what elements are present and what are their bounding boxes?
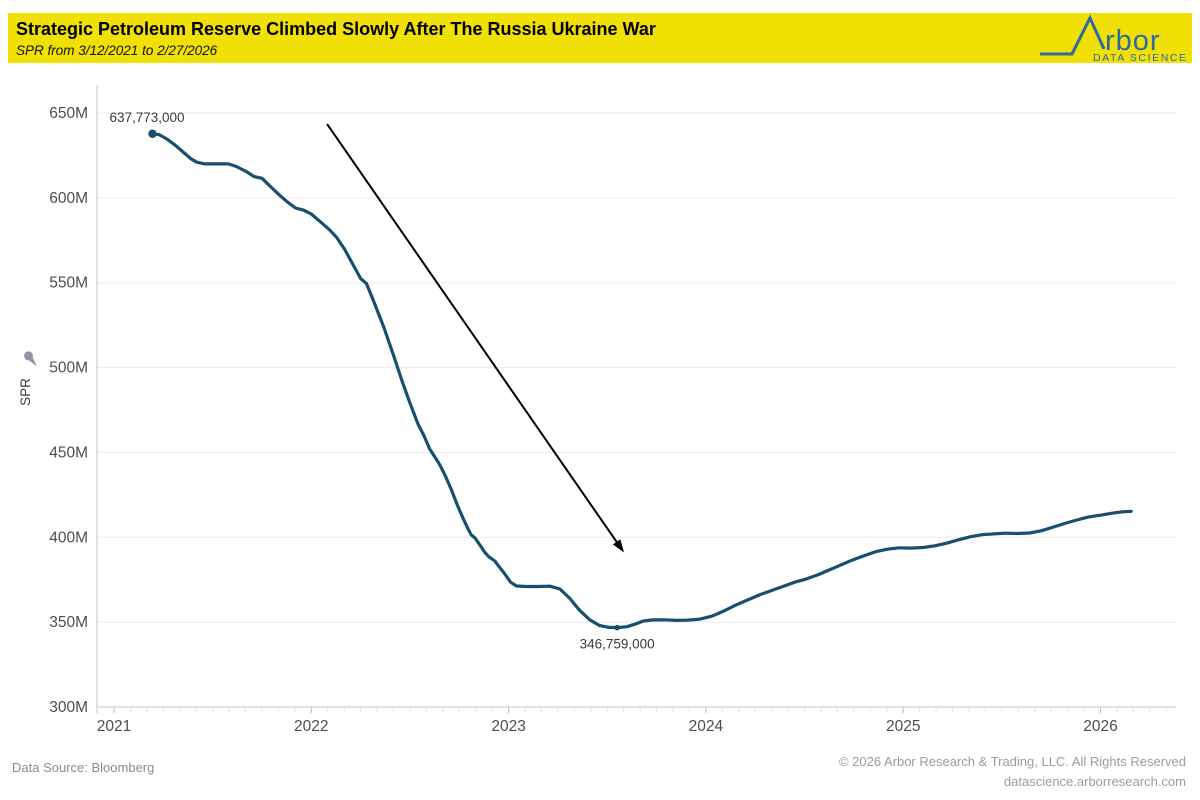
arbor-peak-icon: [1040, 14, 1106, 56]
spr-series-line: [150, 132, 1133, 630]
arbor-logo-svg: rbor DATA SCIENCE: [1040, 14, 1188, 64]
decline-arrow-head: [612, 539, 625, 553]
pin-icon: [24, 351, 37, 367]
annotation-label-1: 346,759,000: [580, 637, 655, 652]
y-tick-label-300M: 300M: [49, 699, 88, 716]
y-tick-label-350M: 350M: [49, 614, 88, 631]
x-tick-label-2023: 2023: [491, 718, 525, 735]
logo-brand-text: rbor: [1105, 25, 1161, 57]
annotation-marker-1: [614, 624, 620, 631]
website-line: datascience.arborresearch.com: [1003, 774, 1186, 789]
x-tick-label-2022: 2022: [294, 718, 328, 735]
y-tick-label-500M: 500M: [49, 360, 88, 377]
arbor-logo: rbor DATA SCIENCE: [1036, 14, 1188, 64]
header-band: Strategic Petroleum Reserve Climbed Slow…: [8, 13, 1192, 64]
x-tick-label-2025: 2025: [886, 718, 920, 735]
y-axis-title: SPR: [18, 378, 33, 406]
chart-subtitle: SPR from 3/12/2021 to 2/27/2026: [16, 43, 218, 58]
header-text: Strategic Petroleum Reserve Climbed Slow…: [8, 13, 1036, 60]
x-tick-label-2021: 2021: [97, 718, 131, 735]
y-tick-label-600M: 600M: [49, 190, 88, 207]
y-tick-label-450M: 450M: [49, 444, 88, 461]
y-tick-label-650M: 650M: [49, 105, 88, 122]
spr-line-chart: 2021 2022 2023 2024 2025 2026 300M 350M 400M 450M…: [18, 85, 1176, 735]
annotation-label-0: 637,773,000: [109, 110, 184, 125]
data-source-note: Data Source: Bloomberg: [12, 760, 155, 775]
copyright-block: © 2026 Arbor Research & Trading, LLC. Al…: [839, 752, 1186, 792]
logo-tagline-text: DATA SCIENCE: [1093, 52, 1188, 62]
annotation-marker-0: [148, 129, 157, 138]
x-tick-label-2024: 2024: [689, 718, 724, 735]
x-tick-label-2026: 2026: [1083, 718, 1117, 735]
y-tick-label-550M: 550M: [49, 275, 88, 292]
y-tick-label-400M: 400M: [49, 529, 88, 546]
decline-arrow-shaft: [326, 123, 621, 547]
chart-title: Strategic Petroleum Reserve Climbed Slow…: [16, 19, 656, 39]
copyright-line: © 2026 Arbor Research & Trading, LLC. Al…: [838, 754, 1186, 769]
